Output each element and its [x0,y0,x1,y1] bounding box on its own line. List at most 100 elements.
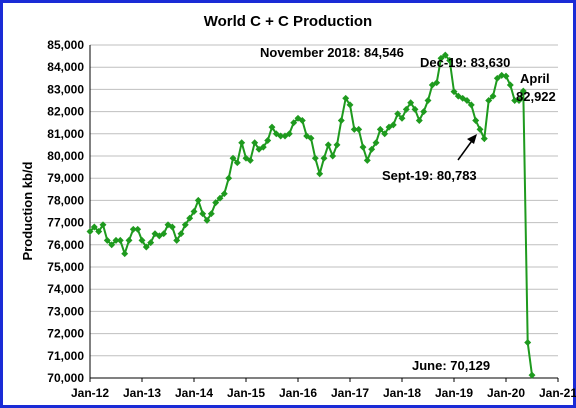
data-point [389,121,397,129]
data-point [264,137,272,144]
data-point [350,125,358,133]
y-tick-labels: 70,000 71,000 72,000 73,000 74,000 75,000 76,0… [47,38,84,385]
data-point [316,170,324,178]
data-point [229,154,237,162]
data-point [95,228,103,235]
data-point [320,154,328,162]
data-point [203,216,211,224]
y-tick-label: 85,000 [47,38,84,52]
data-point [272,130,280,138]
x-tick-label: Jan-15 [227,386,265,400]
data-point [472,117,480,124]
data-point [346,101,354,109]
data-point [515,97,523,104]
data-point [147,239,155,247]
y-tick-label: 84,000 [47,60,84,74]
y-tick-label: 74,000 [47,282,84,296]
y-tick-label: 79,000 [47,171,84,185]
data-point [381,130,389,138]
x-tick-labels: Jan-12 Jan-13 Jan-14 Jan-15 Jan-16 Jan-17 Jan-… [71,378,576,400]
data-point [407,99,415,107]
data-point [186,214,194,222]
data-point [411,105,419,113]
y-tick-label: 70,000 [47,371,84,385]
data-point [134,225,142,233]
y-tick-label: 80,000 [47,149,84,163]
y-tick-label: 72,000 [47,327,84,341]
sept-19-arrow-head [467,134,477,144]
annotation-april-value: 82,922 [516,89,556,104]
data-point [173,236,181,244]
y-tick-label: 77,000 [47,216,84,230]
data-point [155,232,163,240]
x-tick-label: Jan-14 [175,386,213,400]
data-point [290,119,298,127]
data-point [142,243,150,251]
data-point [160,230,168,238]
series-line [89,53,533,376]
data-point [212,199,220,207]
y-tick-label: 83,000 [47,82,84,96]
x-tick-label: Jan-17 [331,386,369,400]
data-point [372,139,380,147]
data-point [363,156,371,164]
data-point [441,51,449,59]
data-point [220,190,228,198]
data-point [108,241,116,249]
data-point [125,236,133,244]
data-point [467,101,475,109]
data-point [493,74,501,82]
series-markers [86,51,536,379]
data-point [402,105,410,113]
data-point [359,143,367,151]
data-point [368,145,376,153]
data-point [259,143,267,151]
data-point [99,221,107,229]
data-point [420,108,428,116]
chart-title: World C + C Production [204,13,372,30]
data-point [446,57,454,64]
data-point [463,97,471,104]
data-point [498,71,506,79]
data-point [233,159,241,167]
data-point [86,228,94,235]
x-tick-label: Jan-18 [383,386,421,400]
data-point [333,141,341,149]
data-point [190,208,198,215]
y-tick-label: 82,000 [47,105,84,119]
data-point [511,97,519,104]
data-point [450,88,458,96]
data-point [506,81,514,89]
data-point [476,125,484,133]
data-point [268,123,276,131]
data-point [181,221,189,229]
y-tick-label: 81,000 [47,127,84,141]
data-point [324,141,332,149]
y-axis-label: Production kb/d [20,161,35,260]
data-point [90,223,98,231]
data-point [355,125,363,133]
y-tick-label: 76,000 [47,238,84,252]
data-point [277,132,285,140]
data-point [207,210,215,218]
data-point [480,135,488,143]
data-point [485,97,493,104]
data-point [437,54,445,62]
data-point [216,194,224,202]
data-point [168,223,176,231]
gridlines [90,44,558,357]
data-point [194,196,202,204]
annotation-sept-19: Sept-19: 80,783 [382,168,477,183]
data-point [433,79,441,87]
y-tick-label: 75,000 [47,260,84,274]
data-point [502,72,510,80]
data-point [329,152,337,160]
y-tick-label: 73,000 [47,304,84,318]
data-point [415,117,423,124]
data-point [225,174,233,182]
x-tick-label: Jan-19 [435,386,473,400]
data-point [454,92,462,100]
data-point [428,81,436,89]
data-point [519,87,527,95]
